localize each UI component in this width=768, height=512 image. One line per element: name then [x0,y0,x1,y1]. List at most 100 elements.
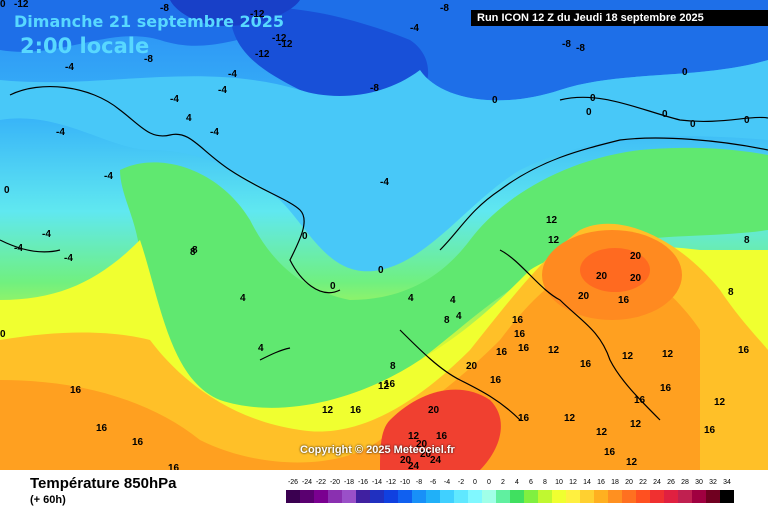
scale-tick-label: 16 [597,479,605,486]
isotherm-label: -12 [250,9,265,20]
scale-swatch [664,490,678,503]
isotherm-label: -4 [410,23,419,34]
scale-swatch [356,490,370,503]
isotherm-label: -8 [562,39,571,50]
isotherm-label: 0 [690,119,696,130]
scale-tick-label: -26 [287,479,299,486]
scale-swatch [552,490,566,503]
isotherm-label: -4 [170,94,179,105]
scale-swatch [440,490,454,503]
scale-tick-label: -22 [315,479,327,486]
isotherm-label: -4 [42,229,51,240]
scale-tick-label: -18 [343,479,355,486]
isotherm-label: 20 [416,439,428,450]
isotherm-label: 4 [456,311,462,322]
isotherm-label: 16 [70,385,82,396]
scale-tick-label: 4 [515,479,519,486]
isotherm-label: 16 [496,347,508,358]
isotherm-label: 16 [518,343,530,354]
scale-swatch [426,490,440,503]
isotherm-label: 16 [660,383,672,394]
isotherm-label: 0 [682,67,688,78]
isotherm-label: 16 [704,425,716,436]
isotherm-label: 8 [390,361,396,372]
isotherm-label: 12 [378,381,390,392]
map-canvas [0,0,768,470]
isotherm-label: 24 [408,461,420,472]
isotherm-label: -4 [210,127,219,138]
isotherm-label: -12 [255,49,270,60]
isotherm-label: 20 [596,271,608,282]
scale-swatch [594,490,608,503]
scale-swatch [566,490,580,503]
scale-tick-label: 10 [555,479,563,486]
isotherm-label: 12 [596,427,608,438]
copyright: Copyright © 2025 Meteociel.fr [300,444,455,456]
scale-swatch [314,490,328,503]
isotherm-label: 16 [96,423,108,434]
isotherm-label: -4 [56,127,65,138]
scale-tick-label: -12 [385,479,397,486]
scale-tick-label: -2 [457,479,465,486]
isotherm-label: 8 [728,287,734,298]
map-subtitle: 2:00 locale [20,34,150,58]
isotherm-label: 0 [0,329,6,340]
isotherm-label: 12 [546,215,558,226]
isotherm-label: 16 [618,295,630,306]
isotherm-label: -12 [278,39,293,50]
scale-tick-label: 30 [695,479,703,486]
temperature-map [0,0,768,470]
isotherm-label: 0 [4,185,10,196]
scale-tick-label: -20 [329,479,341,486]
run-info: Run ICON 12 Z du Jeudi 18 septembre 2025 [471,10,768,26]
isotherm-label: 20 [578,291,590,302]
isotherm-label: 4 [240,293,246,304]
scale-swatch [468,490,482,503]
scale-tick-label: 0 [487,479,491,486]
isotherm-label: 0 [662,109,668,120]
isotherm-label: -8 [576,43,585,54]
isotherm-label: -4 [14,243,23,254]
isotherm-label: 20 [428,405,440,416]
isotherm-label: -4 [64,253,73,264]
scale-swatch [524,490,538,503]
isotherm-label: 8 [192,245,198,256]
isotherm-label: 12 [408,431,420,442]
scale-swatch [496,490,510,503]
isotherm-label: -4 [104,171,113,182]
scale-swatch [692,490,706,503]
isotherm-label: -8 [160,3,169,14]
isotherm-label: 16 [490,375,502,386]
isotherm-label: 4 [258,343,264,354]
scale-swatch [454,490,468,503]
scale-swatch [286,490,300,503]
scale-tick-label: 34 [723,479,731,486]
scale-swatch [398,490,412,503]
scale-swatch [580,490,594,503]
isotherm-label: 16 [738,345,750,356]
isotherm-label: 4 [186,113,192,124]
map-title: Dimanche 21 septembre 2025 [14,12,285,31]
isotherm-label: 16 [132,437,144,448]
isotherm-label: 4 [408,293,414,304]
scale-swatch [384,490,398,503]
isotherm-label: 0 [330,281,336,292]
isotherm-label: 24 [430,455,442,466]
isotherm-label: 0 [744,115,750,126]
isotherm-label: 20 [630,251,642,262]
scale-swatch [300,490,314,503]
scale-tick-label: 20 [625,479,633,486]
isotherm-label: 16 [580,359,592,370]
isotherm-label: 16 [634,395,646,406]
scale-tick-label: -14 [371,479,383,486]
scale-tick-label: 2 [501,479,505,486]
scale-tick-label: 32 [709,479,717,486]
isotherm-label: 16 [518,413,530,424]
scale-tick-label: -16 [357,479,369,486]
isotherm-label: -8 [144,54,153,65]
isotherm-label: 16 [350,405,362,416]
isotherm-label: -4 [218,85,227,96]
isotherm-label: 16 [512,315,524,326]
scale-tick-label: 24 [653,479,661,486]
scale-swatch [510,490,524,503]
